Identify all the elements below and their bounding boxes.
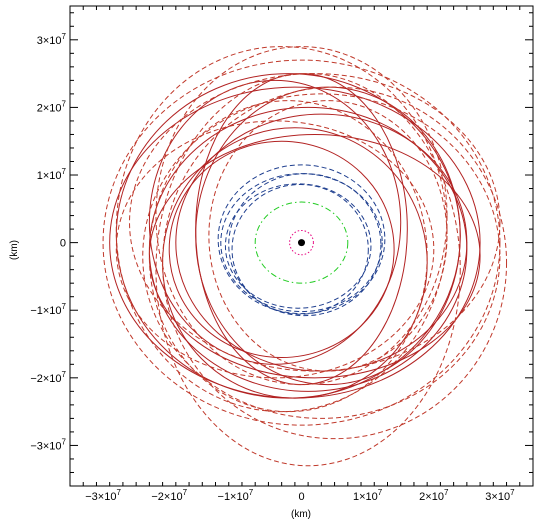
orbit-path (195, 73, 408, 386)
orbit-path (142, 93, 501, 419)
orbit-path (224, 183, 372, 309)
y-tick-label: 0 (60, 238, 66, 250)
orbit-layer (102, 46, 508, 467)
orbit-path (175, 113, 468, 372)
y-tick-label: 2×107 (37, 99, 67, 114)
x-tick-label: −2×107 (151, 488, 187, 503)
orbit-path (148, 79, 402, 365)
y-tick-label: −1×107 (30, 302, 66, 317)
orbit-path (217, 164, 386, 315)
orbit-path (289, 229, 314, 256)
orbit-path (102, 59, 501, 426)
y-tick-label: −3×107 (30, 437, 66, 452)
orbit-path (228, 173, 382, 317)
orbit-path (254, 201, 349, 284)
y-axis-title: (km) (9, 240, 20, 260)
orbit-path (148, 100, 428, 413)
central-body-dot (298, 239, 305, 247)
orbit-path (109, 86, 481, 399)
axes-layer: −3×107 −2×107 −1×107 0 1×107 2×107 3×107 −3×107… (30, 6, 534, 503)
orbit-path (155, 46, 448, 386)
orbit-path (208, 100, 448, 372)
x-tick-label: −3×107 (85, 488, 121, 503)
orbit-path (155, 73, 461, 467)
orbit-path (148, 133, 481, 379)
x-axis-title: (km) (291, 509, 311, 520)
orbit-path (220, 173, 383, 313)
y-tick-label: 1×107 (37, 167, 67, 182)
orbit-path (129, 73, 501, 372)
orbit-path (231, 183, 369, 315)
x-tick-label: 1×107 (353, 488, 383, 503)
x-tick-label: 0 (298, 491, 304, 503)
orbit-path (162, 86, 508, 440)
plot-frame (69, 5, 534, 487)
orbit-path (115, 120, 435, 379)
y-tick-label: 3×107 (37, 32, 67, 47)
x-tick-label: 3×107 (485, 488, 515, 503)
x-tick-label: 2×107 (419, 488, 449, 503)
orbit-path (168, 140, 395, 359)
x-tick-label: −1×107 (218, 488, 254, 503)
y-tick-label: −2×107 (30, 370, 66, 385)
